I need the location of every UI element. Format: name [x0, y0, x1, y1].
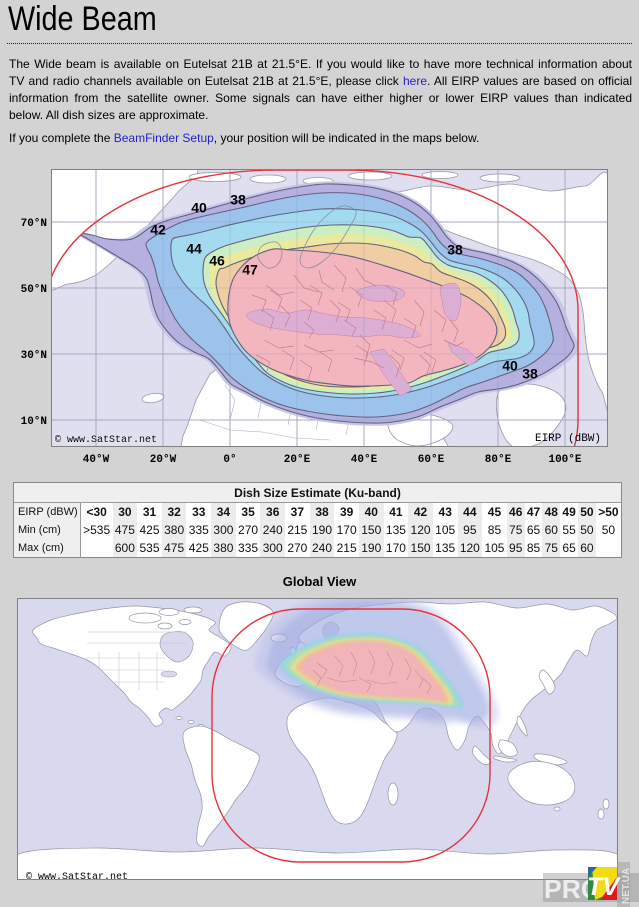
svg-text:20°E: 20°E — [284, 454, 311, 465]
svg-text:47: 47 — [242, 262, 258, 278]
svg-text:TV: TV — [587, 873, 621, 901]
svg-text:© www.SatStar.net: © www.SatStar.net — [26, 871, 128, 883]
svg-text:100°E: 100°E — [548, 454, 581, 465]
svg-text:38: 38 — [447, 242, 463, 258]
svg-text:10°N: 10°N — [21, 416, 47, 428]
svg-text:© www.SatStar.net: © www.SatStar.net — [55, 434, 157, 446]
svg-text:50°N: 50°N — [21, 284, 47, 296]
svg-text:40: 40 — [191, 200, 207, 216]
svg-text:60°E: 60°E — [418, 454, 445, 465]
svg-text:38: 38 — [230, 192, 246, 208]
svg-text:38: 38 — [522, 366, 538, 382]
svg-text:42: 42 — [150, 222, 166, 238]
svg-text:30°N: 30°N — [21, 350, 47, 362]
svg-text:40°W: 40°W — [83, 454, 110, 465]
svg-text:0°: 0° — [223, 454, 236, 465]
svg-text:NET.UA: NET.UA — [621, 868, 632, 904]
svg-text:40: 40 — [502, 358, 518, 374]
svg-text:80°E: 80°E — [485, 454, 512, 465]
svg-text:70°N: 70°N — [21, 218, 47, 230]
svg-text:40°E: 40°E — [351, 454, 378, 465]
svg-text:44: 44 — [186, 241, 202, 257]
svg-text:EIRP (dBW): EIRP (dBW) — [535, 433, 601, 445]
svg-text:46: 46 — [209, 253, 225, 269]
svg-text:20°W: 20°W — [150, 454, 177, 465]
